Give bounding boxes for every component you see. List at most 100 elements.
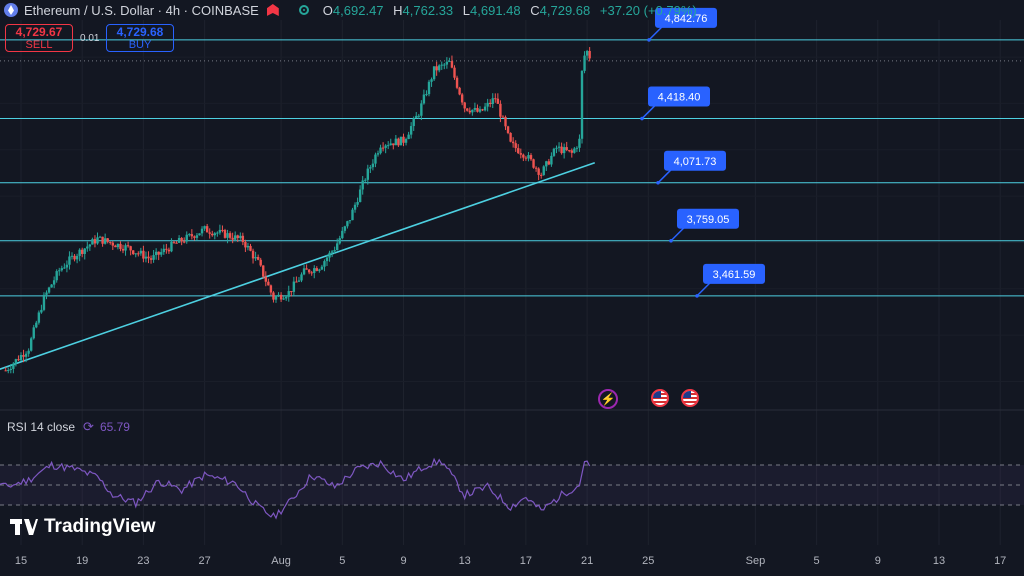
candle-body — [450, 61, 454, 68]
candle-body — [274, 296, 278, 300]
candle-body — [172, 241, 176, 243]
candle-body — [91, 239, 94, 245]
candle-body — [290, 291, 293, 293]
candle-body — [483, 106, 487, 111]
candle-body — [185, 234, 188, 242]
level-label-text: 3,759.05 — [687, 214, 730, 226]
symbol-title[interactable]: Ethereum / U.S. Dollar · 4h · COINBASE — [24, 2, 259, 18]
candle-body — [552, 148, 556, 156]
candle-body — [381, 147, 385, 149]
lightning-icon[interactable]: ⚡ — [598, 389, 618, 409]
candle-body — [519, 153, 522, 155]
level-label-text: 4,842.76 — [665, 13, 708, 25]
candle-body — [246, 245, 250, 248]
candle-body — [328, 252, 331, 258]
candle-body — [568, 150, 571, 152]
candle-body — [550, 155, 553, 165]
candle-body — [489, 102, 492, 105]
candle-body — [427, 81, 431, 95]
candle-body — [183, 241, 186, 243]
rsi-value: 65.79 — [99, 420, 130, 434]
candle-body — [256, 257, 260, 260]
x-tick-label: 17 — [520, 555, 532, 567]
candle-body — [75, 255, 79, 260]
candle-body — [323, 261, 326, 267]
candle-body — [50, 284, 53, 288]
x-tick-label: 15 — [15, 555, 27, 567]
candle-body — [481, 109, 484, 111]
level-label-pointer — [641, 104, 657, 120]
candle-body — [491, 98, 494, 105]
candle-body — [259, 259, 262, 266]
candle-body — [522, 154, 525, 158]
candle-body — [460, 94, 464, 103]
candle-body — [195, 235, 199, 238]
candle-body — [65, 264, 69, 268]
candle-body — [524, 157, 528, 159]
sell-button[interactable]: 4,729.67 SELL — [5, 24, 73, 52]
candle-body — [542, 166, 545, 176]
candle-body — [374, 154, 377, 164]
candle-body — [198, 233, 201, 236]
sell-price: 4,729.67 — [15, 25, 63, 39]
candle-body — [295, 281, 298, 283]
candle-body — [226, 233, 229, 238]
candle-body — [149, 258, 153, 260]
candle-body — [407, 134, 410, 140]
candle-body — [371, 163, 375, 168]
x-tick-label: 5 — [814, 555, 820, 567]
us-flag-icon[interactable] — [651, 389, 669, 407]
candle-body — [27, 350, 30, 354]
candle-body — [325, 257, 329, 262]
candle-body — [422, 94, 426, 104]
candle-body — [315, 268, 318, 271]
candle-body — [165, 248, 168, 250]
candle-body — [86, 246, 89, 249]
buy-button[interactable]: 4,729.68 BUY — [106, 24, 174, 52]
candle-body — [297, 280, 301, 282]
level-label: 4,842.76 — [647, 7, 717, 42]
candle-body — [573, 148, 576, 153]
candle-body — [152, 255, 155, 260]
candle-body — [239, 235, 242, 239]
candle-body — [364, 179, 367, 181]
level-label-anchor — [640, 116, 644, 121]
candle-body — [397, 138, 400, 146]
candle-body — [111, 242, 114, 246]
candle-body — [361, 180, 364, 190]
candle-body — [455, 77, 459, 88]
candle-body — [52, 280, 56, 285]
x-tick-label: 25 — [642, 555, 654, 567]
candle-body — [68, 256, 71, 265]
candle-body — [7, 370, 10, 372]
candle-body — [379, 147, 382, 154]
level-label: 3,759.05 — [669, 208, 739, 243]
x-tick-label: 23 — [137, 555, 149, 567]
rsi-legend[interactable]: RSI 14 close ⟳ 65.79 — [7, 419, 130, 435]
candle-body — [348, 220, 352, 222]
level-label-anchor — [656, 181, 660, 185]
candle-body — [310, 272, 313, 274]
candle-body — [307, 269, 311, 273]
candle-body — [73, 255, 76, 260]
candle-body — [37, 312, 41, 323]
candle-body — [282, 298, 285, 300]
us-flag-icon[interactable] — [681, 389, 699, 407]
candle-body — [358, 189, 362, 202]
level-label-box — [664, 150, 726, 171]
candle-body — [180, 237, 183, 242]
candle-body — [244, 241, 247, 248]
coinbase-icon — [266, 4, 279, 16]
candle-body — [560, 146, 563, 154]
candle-body — [208, 232, 211, 234]
rsi-settings-icon[interactable]: ⟳ — [83, 419, 94, 434]
candle-body — [494, 98, 497, 100]
candle-body — [445, 61, 449, 65]
candle-body — [147, 256, 150, 259]
candle-body — [35, 322, 38, 328]
candle-body — [351, 209, 354, 221]
level-label-anchor — [647, 38, 651, 42]
candle-body — [254, 257, 257, 259]
candle-body — [264, 276, 267, 282]
